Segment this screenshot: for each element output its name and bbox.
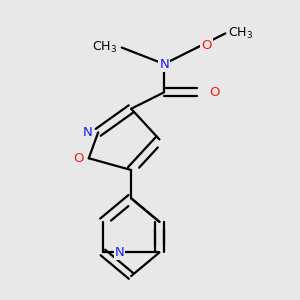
Text: CH$_3$: CH$_3$ — [228, 26, 253, 41]
Text: CH$_3$: CH$_3$ — [92, 40, 117, 55]
Text: N: N — [115, 246, 124, 259]
Text: N: N — [159, 58, 169, 70]
Text: N: N — [83, 126, 92, 139]
Text: O: O — [209, 86, 219, 99]
Text: O: O — [73, 152, 83, 165]
Text: O: O — [201, 39, 212, 52]
